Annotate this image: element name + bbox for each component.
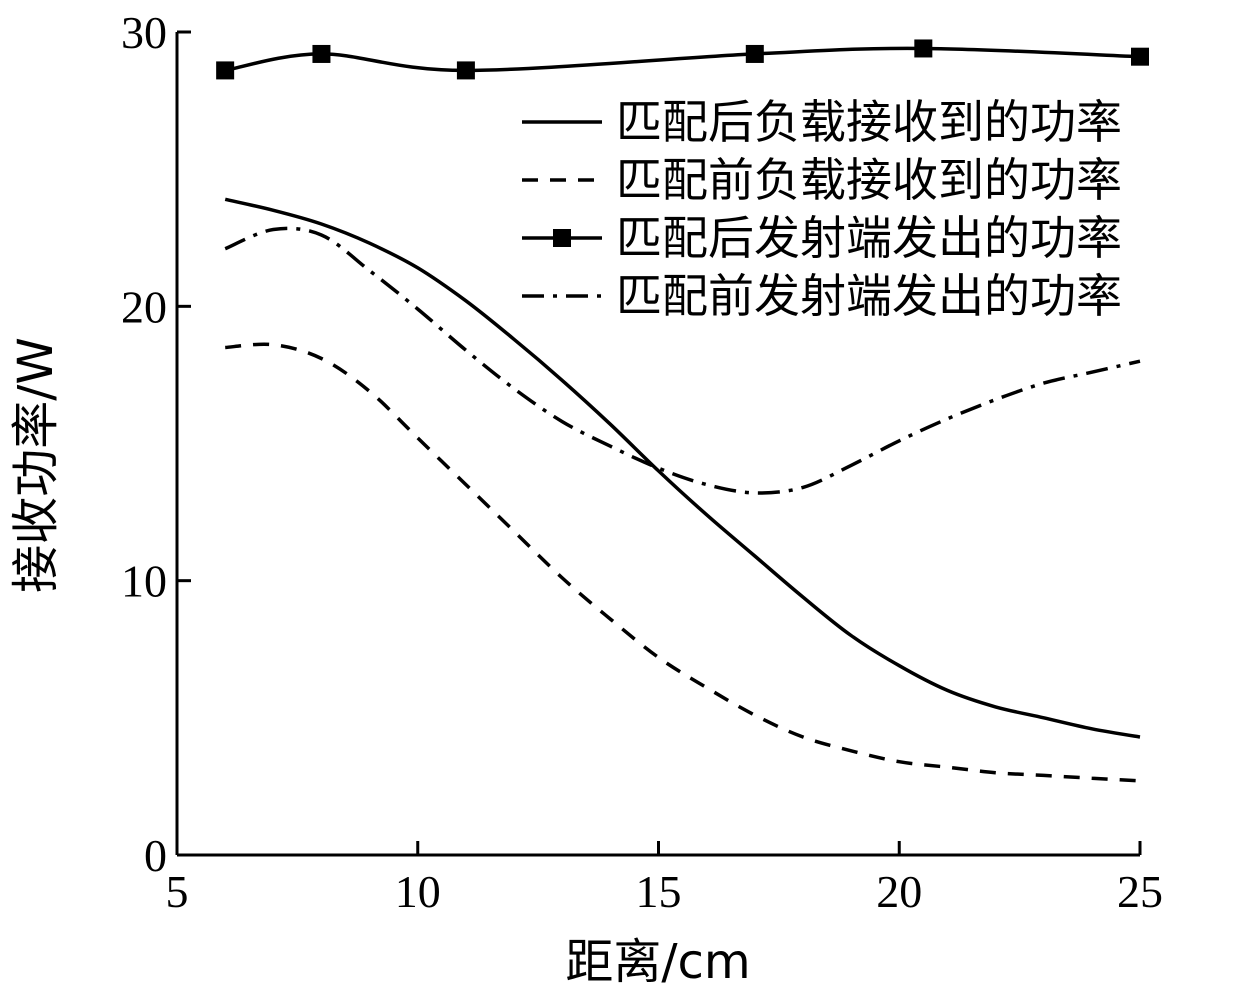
legend-label-4: 匹配前发射端发出的功率: [616, 269, 1122, 323]
y-tick-label: 20: [121, 281, 167, 332]
y-tick-label: 10: [121, 556, 167, 607]
legend: 匹配后负载接收到的功率匹配前负载接收到的功率匹配后发射端发出的功率匹配前发射端发…: [522, 95, 1122, 323]
legend-label-1: 匹配后负载接收到的功率: [616, 95, 1122, 149]
legend-marker: [553, 229, 571, 247]
series-line-1: [224, 197, 1141, 739]
y-tick-label: 0: [144, 830, 167, 881]
x-axis-title: 距离/cm: [565, 934, 750, 990]
data-point-marker: [1131, 47, 1149, 66]
plot-area: [216, 39, 1149, 783]
data-point-marker: [312, 44, 331, 63]
data-point-marker: [456, 61, 475, 80]
x-tick-label: 25: [1117, 866, 1163, 917]
y-tick-label: 30: [121, 7, 167, 58]
axes: 5 10 15 20 25 0 10 20 30: [121, 7, 1163, 917]
series-line-2: [225, 342, 1141, 783]
y-axis-title: 接收功率/W: [8, 337, 64, 593]
x-tick-label: 15: [636, 866, 682, 917]
x-tick-label: 10: [395, 866, 441, 917]
series-line-4: [224, 226, 1141, 495]
x-tick-label: 20: [876, 866, 922, 917]
data-point-marker: [216, 61, 235, 80]
data-point-marker: [914, 39, 933, 58]
legend-label-2: 匹配前负载接收到的功率: [616, 153, 1122, 207]
x-tick-label: 5: [166, 866, 189, 917]
data-point-marker: [745, 44, 764, 63]
legend-label-3: 匹配后发射端发出的功率: [616, 211, 1122, 265]
